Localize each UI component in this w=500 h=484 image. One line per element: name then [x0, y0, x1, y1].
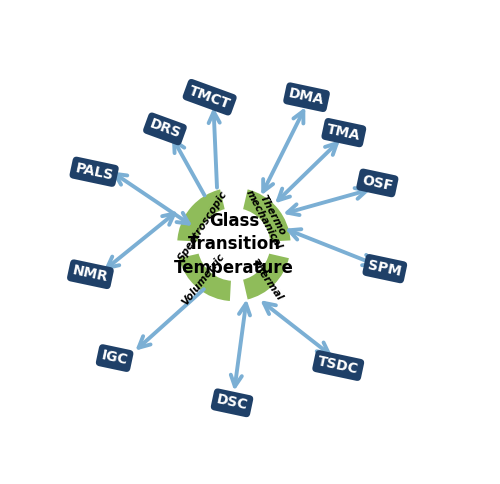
Text: SPM: SPM	[366, 258, 403, 279]
Text: TSDC: TSDC	[316, 354, 360, 377]
Text: NMR: NMR	[72, 264, 110, 285]
Text: Spectroscopic: Spectroscopic	[177, 190, 230, 263]
Text: PALS: PALS	[74, 161, 114, 182]
Text: IGC: IGC	[100, 348, 129, 368]
Text: DMA: DMA	[288, 87, 326, 108]
Wedge shape	[178, 252, 232, 302]
Wedge shape	[242, 188, 292, 242]
Wedge shape	[242, 252, 290, 301]
Text: Thermal: Thermal	[249, 257, 284, 302]
Text: TMCT: TMCT	[187, 83, 232, 111]
Text: Volumetric: Volumetric	[180, 252, 226, 308]
Text: Thermo
mechanical: Thermo mechanical	[244, 184, 292, 251]
Wedge shape	[176, 188, 226, 242]
Text: TMA: TMA	[326, 122, 362, 143]
Text: OSF: OSF	[360, 173, 394, 193]
Text: DRS: DRS	[148, 117, 182, 141]
Text: Glass
Transition
Temperature: Glass Transition Temperature	[174, 212, 294, 277]
Text: DSC: DSC	[215, 393, 249, 413]
